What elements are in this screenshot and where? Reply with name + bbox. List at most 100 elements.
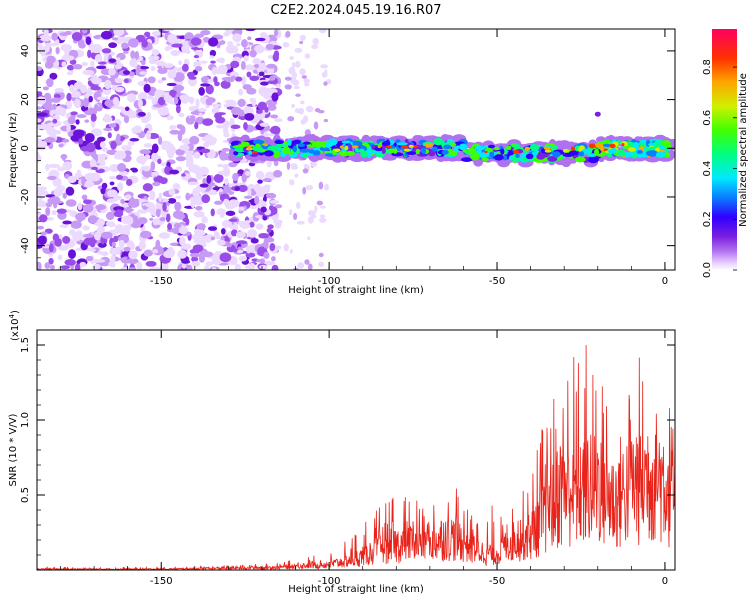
noise-speckle <box>235 231 246 239</box>
noise-speckle <box>113 235 119 243</box>
noise-speckle <box>249 204 258 210</box>
noise-speckle <box>225 79 235 83</box>
band-core <box>415 148 420 155</box>
noise-speckle <box>305 185 314 191</box>
noise-speckle <box>202 251 214 258</box>
noise-speckle <box>267 104 277 111</box>
noise-speckle <box>124 106 130 111</box>
band-peak <box>351 145 359 149</box>
noise-speckle <box>299 34 306 41</box>
noise-speckle <box>234 186 240 191</box>
noise-speckle <box>324 69 328 74</box>
band-core <box>358 148 365 153</box>
noise-speckle <box>69 210 78 218</box>
noise-speckle <box>140 59 146 66</box>
noise-speckle <box>211 191 218 195</box>
noise-speckle <box>225 29 230 35</box>
noise-speckle <box>144 154 151 160</box>
noise-speckle <box>155 60 166 67</box>
noise-speckle <box>42 86 49 91</box>
band-core <box>474 145 486 151</box>
noise-speckle <box>290 163 298 168</box>
band-core <box>627 141 635 147</box>
noise-speckle <box>260 206 267 213</box>
band-peak <box>484 150 488 154</box>
snr-x-tick-label: -100 <box>318 576 341 587</box>
noise-speckle <box>173 222 182 229</box>
band-core <box>352 140 359 147</box>
noise-speckle <box>115 86 125 93</box>
noise-speckle <box>155 208 161 218</box>
noise-speckle <box>92 263 101 270</box>
noise-speckle <box>49 72 58 80</box>
noise-speckle <box>133 198 139 203</box>
noise-speckle <box>186 158 194 167</box>
noise-speckle <box>110 254 116 264</box>
noise-speckle <box>167 197 177 204</box>
noise-speckle <box>249 75 260 82</box>
noise-speckle <box>237 98 246 108</box>
band-peak <box>401 145 409 149</box>
noise-speckle <box>181 259 191 264</box>
band-peak <box>274 150 281 154</box>
noise-speckle <box>259 264 268 270</box>
band-core <box>311 140 324 148</box>
noise-speckle <box>265 185 271 193</box>
noise-speckle <box>162 202 167 212</box>
noise-speckle <box>263 251 270 259</box>
band-core <box>623 151 633 158</box>
noise-speckle <box>90 43 103 54</box>
noise-speckle <box>176 213 185 220</box>
noise-speckle <box>100 251 109 257</box>
snr-x-ticks: -150 -100 -50 0 <box>60 330 668 587</box>
noise-speckle <box>108 58 117 63</box>
noise-speckle <box>161 77 167 81</box>
band-core <box>547 156 558 162</box>
noise-speckle <box>224 120 230 128</box>
noise-speckle <box>218 57 225 64</box>
noise-speckle <box>267 55 274 59</box>
noise-speckle <box>195 98 200 108</box>
noise-speckle <box>143 83 151 93</box>
noise-speckle <box>37 118 42 123</box>
noise-speckle <box>241 39 248 48</box>
noise-speckle <box>43 92 52 101</box>
noise-speckle <box>146 130 152 140</box>
noise-speckle <box>114 156 121 160</box>
noise-speckle <box>242 84 252 91</box>
noise-speckle <box>152 49 160 56</box>
noise-speckle <box>243 55 249 62</box>
noise-speckle <box>57 211 67 220</box>
band-core <box>587 153 597 157</box>
noise-speckle <box>62 220 72 225</box>
noise-speckle <box>221 219 232 228</box>
noise-speckle <box>89 172 101 182</box>
noise-speckle <box>128 38 140 48</box>
noise-speckle <box>283 243 289 252</box>
noise-speckle <box>116 162 127 172</box>
noise-speckle <box>46 127 57 136</box>
band-core <box>396 142 408 146</box>
noise-speckle <box>190 198 196 209</box>
noise-speckle <box>302 168 309 174</box>
noise-speckle <box>90 166 98 170</box>
noise-speckle <box>48 163 60 168</box>
band-core <box>287 138 292 147</box>
noise-speckle <box>267 224 274 230</box>
noise-speckle <box>110 140 117 150</box>
noise-speckle <box>66 64 75 71</box>
noise-speckle <box>215 124 227 129</box>
isolated-blob <box>594 111 601 117</box>
noise-speckle <box>293 85 300 90</box>
noise-speckle <box>269 75 275 81</box>
band-core <box>467 147 477 154</box>
band-peak <box>570 146 576 151</box>
snr-panel: -150 -100 -50 0 0.5 1.0 1.5 Height of straigh… <box>8 310 676 595</box>
noise-speckle <box>210 236 215 241</box>
noise-speckle <box>111 241 116 248</box>
noise-speckle <box>150 66 156 72</box>
noise-speckle <box>272 53 279 62</box>
band-core <box>602 143 611 147</box>
noise-speckle <box>82 203 94 213</box>
